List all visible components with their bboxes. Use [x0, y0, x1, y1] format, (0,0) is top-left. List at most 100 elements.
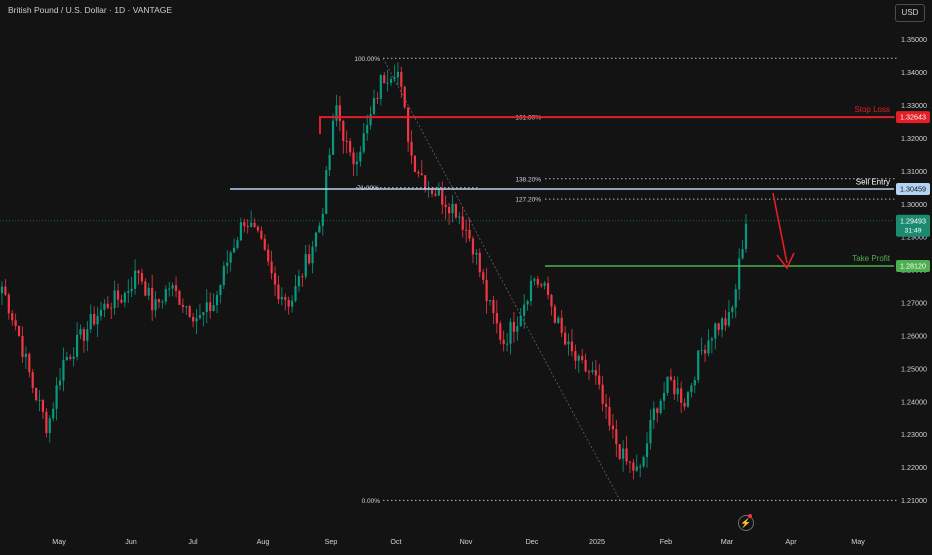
candle-body: [744, 223, 748, 250]
candle-body: [263, 238, 266, 250]
candle-body: [362, 133, 365, 152]
candle-body: [434, 193, 437, 196]
candle-body: [239, 222, 242, 241]
x-tick-label: Apr: [785, 537, 797, 546]
candle-body: [294, 286, 297, 301]
candle-body: [680, 388, 683, 403]
candle-body: [594, 370, 597, 376]
x-tick-label: May: [52, 537, 66, 546]
candle-body: [417, 172, 420, 174]
candle-body: [615, 429, 618, 445]
candle-body: [202, 312, 205, 316]
candle-body: [120, 299, 123, 303]
candle-body: [222, 266, 225, 286]
candle-body: [461, 216, 464, 230]
candle-body: [622, 448, 625, 459]
candle-body: [96, 316, 99, 325]
x-tick-label: Sep: [325, 537, 338, 546]
candle-body: [93, 313, 96, 325]
candle-body: [523, 304, 526, 316]
candle-body: [465, 229, 468, 231]
candle-body: [482, 272, 485, 280]
candle-body: [106, 303, 109, 308]
candle-body: [574, 351, 577, 361]
candle-body: [314, 232, 318, 247]
x-tick-label: Nov: [460, 537, 473, 546]
candle-body: [577, 355, 580, 361]
candle-body: [185, 306, 188, 308]
candle-body: [652, 408, 655, 420]
candle-body: [127, 291, 130, 293]
candle-body: [499, 323, 502, 340]
candle-body: [485, 279, 488, 302]
candle-body: [591, 370, 594, 372]
candle-body: [529, 280, 533, 302]
candle-body: [645, 443, 649, 458]
candle-body: [308, 254, 311, 264]
candle-body: [270, 261, 273, 274]
candle-body: [209, 302, 212, 312]
candle-body: [509, 321, 512, 344]
candle-body: [311, 246, 314, 264]
candle-body: [506, 343, 509, 345]
x-tick-label: Dec: [526, 537, 539, 546]
candle-body: [154, 299, 157, 311]
candle-body: [335, 105, 338, 121]
candle-body: [703, 349, 707, 354]
candle-body: [396, 71, 399, 78]
candle-body: [297, 276, 301, 287]
candle-body: [195, 317, 198, 322]
candle-body: [635, 466, 638, 471]
candle-body: [82, 329, 86, 341]
candle-body: [338, 105, 341, 121]
candle-body: [533, 278, 536, 281]
candle-body: [161, 301, 164, 303]
y-tick-label: 1.24000: [901, 397, 927, 406]
candle-body: [103, 303, 106, 310]
candle-body: [540, 284, 543, 286]
candle-body: [273, 273, 277, 285]
candle-body: [516, 326, 519, 332]
candle-body: [280, 296, 283, 300]
candle-body: [301, 276, 304, 278]
candle-body: [188, 306, 191, 317]
time-axis[interactable]: [0, 530, 932, 550]
fib-level-label: 138.20%: [515, 176, 541, 183]
candle-body: [72, 356, 75, 359]
candle-body: [693, 380, 696, 386]
y-tick-label: 1.33000: [901, 101, 927, 110]
candle-body: [519, 315, 522, 327]
candle-body: [458, 216, 461, 218]
candle-body: [205, 302, 208, 313]
candle-body: [79, 329, 82, 335]
currency-button[interactable]: USD: [895, 4, 925, 22]
candle-body: [277, 284, 280, 300]
stop-loss-label: Stop Loss: [854, 105, 890, 114]
candle-body: [553, 306, 556, 323]
candle-body: [52, 408, 55, 419]
candle-body: [198, 315, 202, 318]
lightning-icon[interactable]: ⚡: [738, 515, 754, 531]
y-tick-label: 1.27000: [901, 299, 927, 308]
candle-body: [690, 385, 693, 393]
candle-body: [171, 285, 174, 289]
candle-body: [383, 75, 386, 84]
candle-body: [157, 299, 161, 303]
projection-arrow-head: [776, 252, 795, 270]
fib-trendline: [382, 58, 621, 501]
candle-body: [65, 357, 68, 361]
candle-body: [727, 312, 731, 326]
y-tick-label: 1.32000: [901, 134, 927, 143]
candle-body: [130, 288, 133, 292]
sell-entry-price: 1.30459: [900, 185, 926, 194]
stop-loss-price: 1.32643: [900, 113, 926, 122]
candle-body: [649, 419, 652, 444]
candle-body: [669, 376, 673, 380]
y-tick-label: 1.25000: [901, 364, 927, 373]
stop-loss-marker: [319, 116, 321, 135]
candle-body: [441, 188, 444, 205]
candle-body: [229, 252, 232, 263]
candle-body: [372, 98, 376, 115]
